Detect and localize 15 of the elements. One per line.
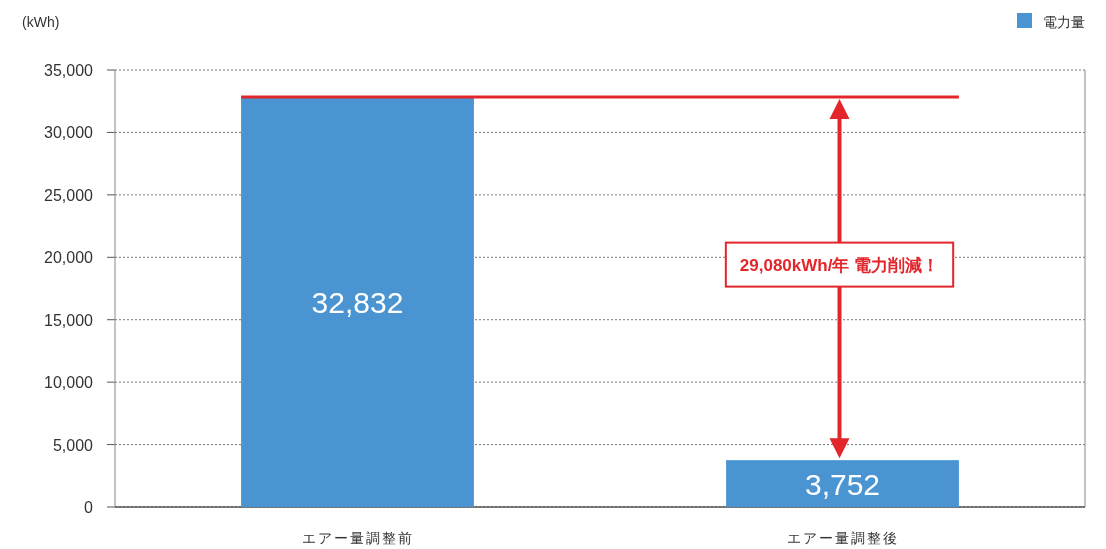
data-label: 3,752	[804, 467, 881, 501]
y-tick-label: 35,000	[44, 62, 94, 79]
y-tick-label: 25,000	[44, 186, 94, 204]
x-tick-label: エアー量調整前	[301, 530, 414, 546]
annotation: 29,080kWh/年 電力削減！	[739, 255, 940, 275]
y-tick-label: 20,000	[44, 249, 94, 267]
data-label: 32,832	[311, 286, 404, 320]
y-tick-label: 30,000	[44, 124, 94, 142]
y-tick-label: 0	[84, 499, 94, 516]
y-axis-title: (kWh)	[22, 14, 60, 30]
y-tick-label: 5,000	[52, 436, 94, 454]
y-tick-label: 15,000	[44, 311, 94, 329]
legend-label: 電力量	[1043, 14, 1085, 30]
x-tick-label: エアー量調整後	[786, 530, 899, 546]
y-tick-label: 10,000	[44, 374, 94, 392]
